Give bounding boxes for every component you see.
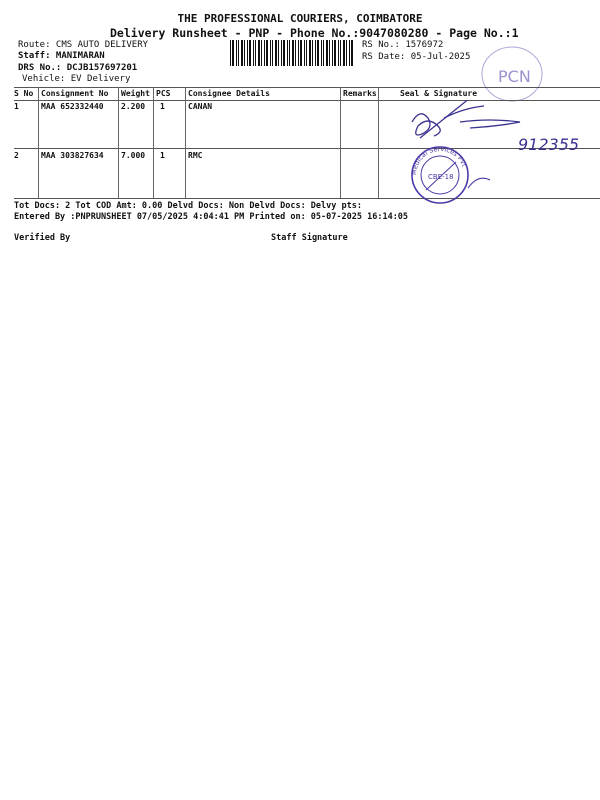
barcode-bar [300,40,302,66]
barcode-bar [287,40,288,66]
barcode-bar [236,40,237,66]
barcode-bar [270,40,271,66]
pcn-stamp: PCN [481,46,543,102]
barcode-bar [321,40,322,66]
route: Route: CMS AUTO DELIVERY [18,40,149,50]
svg-text:CBE-18: CBE-18 [428,173,454,181]
barcode-bar [232,40,234,66]
col-consignment: Consignment No [41,89,109,98]
barcode-bar [309,40,311,66]
entered-by-line: Entered By :PNPRUNSHEET 07/05/2025 4:04:… [14,212,409,222]
barcode-bar [249,40,251,66]
row-sno: 1 [14,102,19,111]
row-weight: 7.000 [121,151,146,160]
svg-text:PCN: PCN [498,67,531,86]
row-consignment: MAA 303827634 [41,151,104,160]
barcode-bar [334,40,336,66]
barcode-bar [346,40,347,66]
col-weight: Weight [121,89,150,98]
barcode-bar [283,40,285,66]
company-title: THE PROFESSIONAL COURIERS, COIMBATORE [177,12,423,25]
barcode-bar [351,40,353,66]
barcode-bar [238,40,239,66]
barcode-bar [255,40,256,66]
row-consignee: RMC [188,151,203,160]
row-pcs: 1 [160,151,165,160]
col-pcs: PCS [156,89,171,98]
barcode-bar [323,40,324,66]
barcode-bar [304,40,305,66]
svg-text:Medical Services Pvt: Medical Services Pvt [410,145,469,175]
barcode-bar [295,40,296,66]
rs-date: RS Date: 05-Jul-2025 [362,52,471,62]
barcode-bar [289,40,290,66]
runsheet-table: S No Consignment No Weight PCS Consignee… [14,87,600,199]
barcode-bar [315,40,316,66]
handwritten-number: 912355 [518,135,579,154]
barcode-bar [306,40,307,66]
barcode-bar [258,40,260,66]
barcode-bar [312,40,313,66]
signatures-and-seal: 912355 CBE-18 Medical Services Pvt [410,100,579,204]
barcode-bar [253,40,254,66]
col-seal: Seal & Signature [400,89,478,98]
row-weight: 2.200 [121,102,146,111]
barcode-bar [317,40,319,66]
barcode-bar [272,40,273,66]
row-consignment: MAA 652332440 [41,102,104,111]
totals-line: Tot Docs: 2 Tot COD Amt: 0.00 Delvd Docs… [14,201,362,211]
barcode-bar [261,40,262,66]
barcode-bar [340,40,341,66]
barcode-bar [230,40,231,66]
col-consignee: Consignee Details [188,89,270,98]
barcode-bar [247,40,248,66]
drs-no: DRS No.: DCJB157697201 [18,63,138,73]
staff-signature: Staff Signature [271,233,348,243]
vehicle: Vehicle: EV Delivery [22,74,131,84]
col-remarks: Remarks [343,89,377,98]
barcode-bar [241,40,243,66]
barcode [230,40,353,66]
barcode-bar [275,40,277,66]
barcode-bar [266,40,268,66]
barcode-bar [281,40,282,66]
rs-no: RS No.: 1576972 [362,40,444,50]
verified-by: Verified By [14,233,71,243]
barcode-bar [329,40,330,66]
row-pcs: 1 [160,102,165,111]
row-consignee: CANAN [188,102,213,111]
barcode-bar [278,40,279,66]
barcode-bar [244,40,245,66]
barcode-bar [343,40,345,66]
barcode-bar [264,40,265,66]
barcode-bar [292,40,294,66]
barcode-bar [326,40,328,66]
barcode-bar [338,40,339,66]
barcode-bar [332,40,333,66]
col-sno: S No [14,89,34,98]
runsheet-subtitle: Delivery Runsheet - PNP - Phone No.:9047… [110,26,519,40]
staff: Staff: MANIMARAN [18,51,105,61]
barcode-bar [349,40,350,66]
row-sno: 2 [14,151,19,160]
barcode-bar [298,40,299,66]
